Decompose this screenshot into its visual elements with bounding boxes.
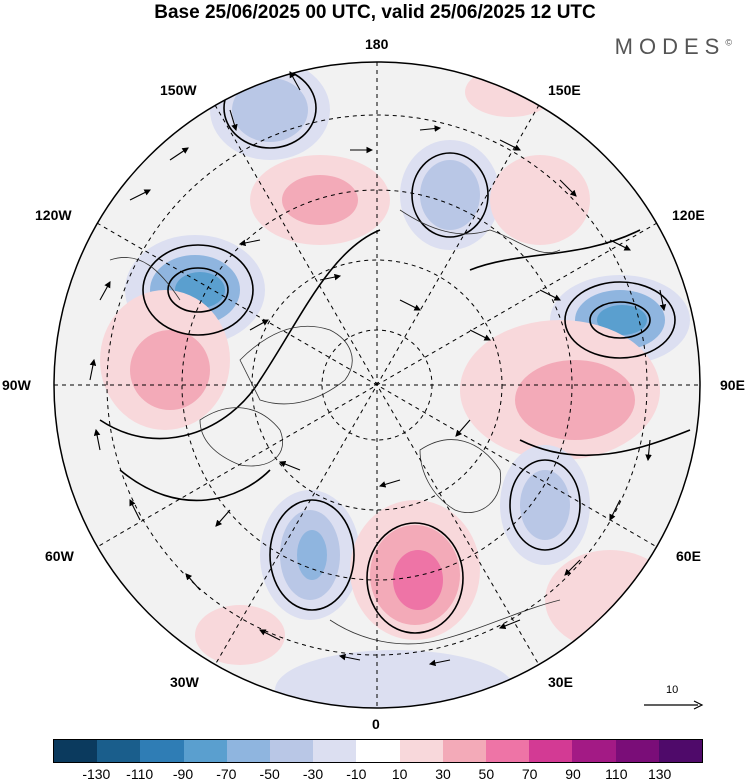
anomaly-positive <box>282 175 358 225</box>
height-contours <box>99 67 691 634</box>
colorbar-swatch <box>313 740 357 762</box>
anomaly-positive <box>393 550 443 610</box>
colorbar-swatch <box>270 740 314 762</box>
map-frame <box>53 61 701 709</box>
anomaly-negative <box>232 78 308 142</box>
anomaly-positive <box>465 67 555 117</box>
colorbar-tick-label: -50 <box>259 766 280 782</box>
colorbar-tick-label: 90 <box>565 766 581 782</box>
anomaly-positive <box>490 155 590 245</box>
colorbar-tick-label: 50 <box>478 766 495 782</box>
lon-label-150e: 150E <box>548 82 581 98</box>
colorbar-swatch <box>97 740 141 762</box>
graticule <box>54 62 700 708</box>
colorbar-tick-label: 110 <box>605 766 628 782</box>
lon-label-150w: 150W <box>160 82 197 98</box>
anomaly-negative <box>275 650 515 708</box>
colorbar-swatch <box>356 740 400 762</box>
lon-label-60w: 60W <box>45 548 74 564</box>
brand-logo: MODES© <box>615 34 732 60</box>
lon-label-0: 0 <box>372 716 380 732</box>
lon-label-60e: 60E <box>676 548 701 564</box>
colorbar-swatch <box>572 740 616 762</box>
colorbar <box>53 739 703 763</box>
lon-label-90w: 90W <box>2 377 31 393</box>
brand-copyright-mark: © <box>725 37 732 48</box>
anomaly-positive <box>130 330 210 410</box>
colorbar-tick-label: 70 <box>521 766 538 782</box>
colorbar-swatch <box>658 740 703 762</box>
colorbar-ticks: -130 -110 -90 -70 -50 -30 -10 10 30 50 70 90 110 130 <box>53 766 703 783</box>
colorbar-tick-label: 30 <box>435 766 451 782</box>
lon-label-180: 180 <box>365 36 389 52</box>
vector-scale-label: 10 <box>666 684 679 696</box>
vector-scale-arrow <box>644 700 704 710</box>
coastlines <box>109 209 561 645</box>
anomaly-negative <box>597 305 647 335</box>
colorbar-tick-label: -110 <box>126 766 154 782</box>
anomaly-negative <box>297 530 327 580</box>
anomaly-positive <box>545 550 675 650</box>
colorbar-swatch <box>54 740 98 762</box>
colorbar-tick-label: -10 <box>346 766 367 782</box>
polar-map <box>53 61 701 709</box>
colorbar-tick-label: -70 <box>216 766 237 782</box>
colorbar-swatch <box>226 740 271 762</box>
brand-name: MODES <box>614 34 726 59</box>
lon-label-30e: 30E <box>548 674 573 690</box>
anomaly-negative <box>520 470 570 540</box>
anomaly-negative <box>420 160 480 230</box>
colorbar-swatch <box>529 740 573 762</box>
lon-label-30w: 30W <box>170 674 199 690</box>
colorbar-tick-label: -130 <box>82 766 111 782</box>
lon-label-120e: 120E <box>672 207 705 223</box>
lon-label-120w: 120W <box>35 207 72 223</box>
colorbar-swatch <box>486 740 530 762</box>
colorbar-tick-label: 130 <box>647 766 672 782</box>
colorbar-tick-label: -90 <box>172 766 194 782</box>
anomaly-positive <box>515 360 635 440</box>
colorbar-swatch <box>140 740 184 762</box>
colorbar-swatch <box>615 740 659 762</box>
wind-vectors <box>89 71 667 667</box>
lon-label-90e: 90E <box>720 377 745 393</box>
colorbar-swatch <box>183 740 227 762</box>
map-title: Base 25/06/2025 00 UTC, valid 25/06/2025… <box>154 2 596 23</box>
colorbar-tick-label: -30 <box>302 766 324 782</box>
colorbar-tick-label: 10 <box>391 766 408 782</box>
colorbar-swatch <box>399 740 443 762</box>
anomaly-positive <box>195 605 285 665</box>
colorbar-swatch <box>442 740 487 762</box>
